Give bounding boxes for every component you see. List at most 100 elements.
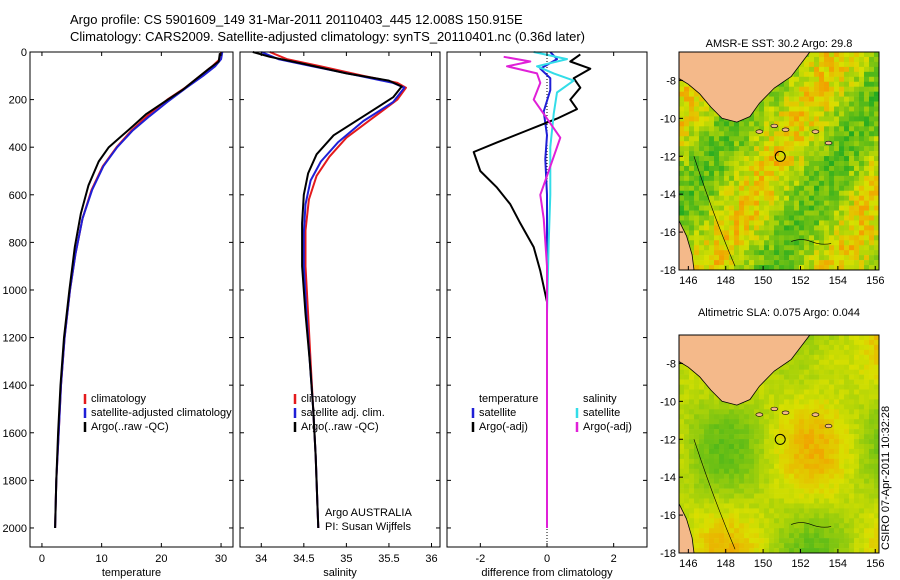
map-cell <box>829 225 835 231</box>
map-cell <box>819 111 825 117</box>
land-island <box>811 412 820 417</box>
map-cell <box>859 483 865 489</box>
map-cell <box>804 543 810 549</box>
map-cell <box>854 523 860 529</box>
map-cell <box>809 349 815 356</box>
map-cell <box>764 538 770 544</box>
map-cell <box>859 190 865 196</box>
map-cell <box>844 404 850 410</box>
map-cell <box>784 260 790 266</box>
map-cell <box>709 265 715 271</box>
map-cell <box>749 548 755 554</box>
map-cell <box>714 523 720 529</box>
map-cell <box>844 250 850 256</box>
map-cell <box>714 419 720 425</box>
map-cell <box>794 483 800 489</box>
map-cell <box>759 225 765 231</box>
map-cell <box>729 463 735 470</box>
map-cell <box>779 488 785 494</box>
map-cell <box>719 170 725 177</box>
map-cell <box>824 205 830 211</box>
map-cell <box>724 126 730 132</box>
map-cell <box>749 200 755 206</box>
map-cell <box>749 463 755 470</box>
map-cell <box>764 404 770 410</box>
y-tick-label: -8 <box>666 75 676 87</box>
map-cell <box>764 513 770 519</box>
map-cell <box>709 389 715 395</box>
map-cell <box>854 240 860 246</box>
map-cell <box>814 533 820 539</box>
map-cell <box>809 473 815 479</box>
map-cell <box>854 354 860 361</box>
map-cell <box>789 503 795 509</box>
map-cell <box>834 488 840 494</box>
map-cell <box>829 473 835 479</box>
y-tick-label: -18 <box>660 265 676 277</box>
map-cell <box>854 335 860 341</box>
map-cell <box>764 161 770 167</box>
map-cell <box>704 230 710 236</box>
map-cell <box>689 369 695 375</box>
map-cell <box>769 195 775 201</box>
map-cell <box>834 235 840 241</box>
map-cell <box>874 86 880 92</box>
map-cell <box>789 518 795 524</box>
map-cell <box>839 468 845 475</box>
map-cell <box>769 414 775 420</box>
map-cell <box>789 96 795 102</box>
map-cell <box>844 225 850 231</box>
map-cell <box>684 429 690 435</box>
map-cell <box>704 250 710 256</box>
map-cell <box>799 374 805 380</box>
map-cell <box>709 488 715 494</box>
map-cell <box>724 543 730 549</box>
map-cell <box>734 180 740 187</box>
map-cell <box>854 538 860 544</box>
map-cell <box>824 230 830 236</box>
map-cell <box>829 215 835 221</box>
map-cell <box>799 483 805 489</box>
map-cell <box>694 528 700 534</box>
map-cell <box>779 493 785 499</box>
map-cell <box>819 255 825 261</box>
map-cell <box>854 424 860 430</box>
map-cell <box>864 483 870 489</box>
map-cell <box>789 458 795 465</box>
map-cell <box>809 444 815 450</box>
map-cell <box>799 81 805 87</box>
map-cell <box>689 96 695 102</box>
map-cell <box>804 86 810 92</box>
map-cell <box>864 255 870 261</box>
legend-entry: Argo(..raw -QC) <box>301 421 379 433</box>
map-cell <box>844 71 850 78</box>
map-cell <box>829 185 835 192</box>
map-cell <box>859 374 865 380</box>
map-cell <box>834 523 840 529</box>
map-cell <box>834 379 840 385</box>
map-cell <box>729 503 735 509</box>
map-cell <box>784 523 790 529</box>
map-cell <box>869 434 875 440</box>
map-cell <box>749 414 755 420</box>
map-cell <box>774 250 780 256</box>
map-cell <box>819 156 825 162</box>
map-cell <box>789 538 795 544</box>
map-cell <box>849 463 855 470</box>
map-cell <box>874 141 880 147</box>
map-cell <box>764 498 770 504</box>
map-cell <box>864 439 870 445</box>
map-cell <box>859 265 865 271</box>
map-cell <box>694 106 700 112</box>
map-cell <box>729 434 735 440</box>
map-cell <box>854 473 860 479</box>
map-cell <box>859 468 865 475</box>
map-cell <box>744 245 750 251</box>
map-cell <box>719 240 725 246</box>
map-cell <box>769 488 775 494</box>
map-cell <box>764 409 770 415</box>
map-cell <box>874 344 880 351</box>
map-cell <box>794 260 800 266</box>
map-cell <box>799 71 805 78</box>
map-cell <box>699 513 705 519</box>
